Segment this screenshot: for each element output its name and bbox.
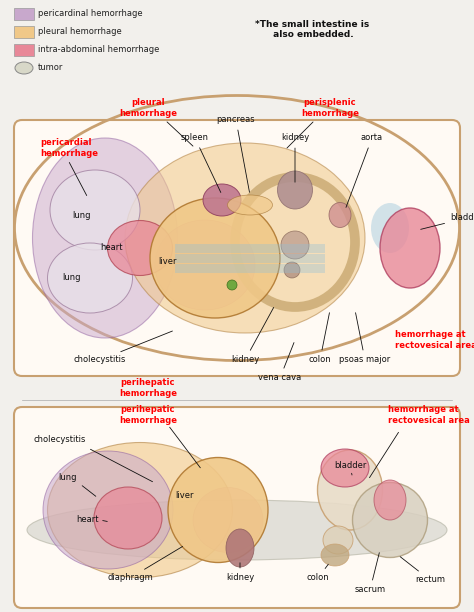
Ellipse shape — [277, 171, 312, 209]
Ellipse shape — [371, 203, 409, 253]
Text: vena cava: vena cava — [258, 343, 301, 382]
Text: pericardial
hemorrhage: pericardial hemorrhage — [40, 138, 98, 158]
Text: kidney: kidney — [281, 133, 309, 182]
Ellipse shape — [228, 195, 273, 215]
Text: tumor: tumor — [38, 64, 64, 72]
Text: lung: lung — [63, 274, 81, 283]
Ellipse shape — [43, 451, 173, 569]
Ellipse shape — [155, 220, 255, 310]
Ellipse shape — [27, 500, 447, 560]
Text: lung: lung — [59, 474, 77, 482]
Ellipse shape — [125, 143, 365, 333]
FancyBboxPatch shape — [14, 120, 460, 376]
Text: colon: colon — [307, 564, 329, 583]
Ellipse shape — [380, 208, 440, 288]
Text: pleural
hemorrhage: pleural hemorrhage — [119, 99, 177, 118]
Ellipse shape — [227, 280, 237, 290]
Ellipse shape — [150, 198, 280, 318]
Text: sacrum: sacrum — [355, 553, 385, 594]
Ellipse shape — [353, 482, 428, 558]
FancyBboxPatch shape — [175, 254, 325, 263]
Text: colon: colon — [309, 313, 331, 365]
Ellipse shape — [284, 262, 300, 278]
Text: psoas major: psoas major — [339, 313, 391, 365]
Text: diaphragm: diaphragm — [107, 547, 182, 583]
Ellipse shape — [15, 62, 33, 74]
FancyBboxPatch shape — [175, 244, 325, 253]
Text: perihepatic
hemorrhage: perihepatic hemorrhage — [119, 405, 177, 425]
FancyBboxPatch shape — [14, 407, 460, 608]
Text: pancreas: pancreas — [217, 116, 255, 192]
FancyBboxPatch shape — [14, 44, 34, 56]
Text: perisplenic
hemorrhage: perisplenic hemorrhage — [301, 99, 359, 118]
Text: liver: liver — [159, 258, 177, 266]
Ellipse shape — [168, 458, 268, 562]
Text: *The small intestine is
 also embedded.: *The small intestine is also embedded. — [255, 20, 369, 39]
Ellipse shape — [193, 488, 263, 553]
Ellipse shape — [318, 450, 383, 530]
Text: intra-abdominal hemorrhage: intra-abdominal hemorrhage — [38, 45, 159, 54]
Ellipse shape — [203, 184, 241, 216]
Text: pleural hemorrhage: pleural hemorrhage — [38, 28, 122, 37]
Text: heart: heart — [77, 515, 99, 524]
Ellipse shape — [329, 203, 351, 228]
Ellipse shape — [281, 231, 309, 259]
Text: cholecystitis: cholecystitis — [74, 331, 173, 365]
Ellipse shape — [33, 138, 177, 338]
Text: spleen: spleen — [181, 133, 221, 193]
Text: heart: heart — [100, 244, 122, 253]
Text: perihepatic
hemorrhage: perihepatic hemorrhage — [119, 378, 177, 398]
FancyBboxPatch shape — [14, 8, 34, 20]
Ellipse shape — [321, 544, 349, 566]
Text: hemorrhage at
rectovesical area: hemorrhage at rectovesical area — [388, 405, 470, 425]
Ellipse shape — [323, 526, 353, 554]
FancyBboxPatch shape — [175, 264, 325, 273]
Ellipse shape — [47, 442, 233, 578]
Text: aorta: aorta — [346, 133, 383, 207]
Ellipse shape — [374, 480, 406, 520]
FancyBboxPatch shape — [14, 26, 34, 38]
Ellipse shape — [321, 449, 369, 487]
Text: cholecystitis: cholecystitis — [34, 436, 86, 444]
Text: kidney: kidney — [226, 563, 254, 583]
Ellipse shape — [47, 243, 133, 313]
Text: pericardinal hemorrhage: pericardinal hemorrhage — [38, 10, 143, 18]
Text: kidney: kidney — [231, 307, 273, 365]
Ellipse shape — [94, 487, 162, 549]
Ellipse shape — [108, 220, 173, 275]
Text: lung: lung — [73, 211, 91, 220]
Ellipse shape — [226, 529, 254, 567]
Text: bladder: bladder — [421, 214, 474, 230]
Text: rectum: rectum — [400, 557, 445, 584]
Text: hemorrhage at
rectovesical area: hemorrhage at rectovesical area — [395, 330, 474, 349]
Ellipse shape — [50, 170, 140, 250]
Text: bladder: bladder — [334, 461, 366, 475]
Text: liver: liver — [176, 491, 194, 501]
